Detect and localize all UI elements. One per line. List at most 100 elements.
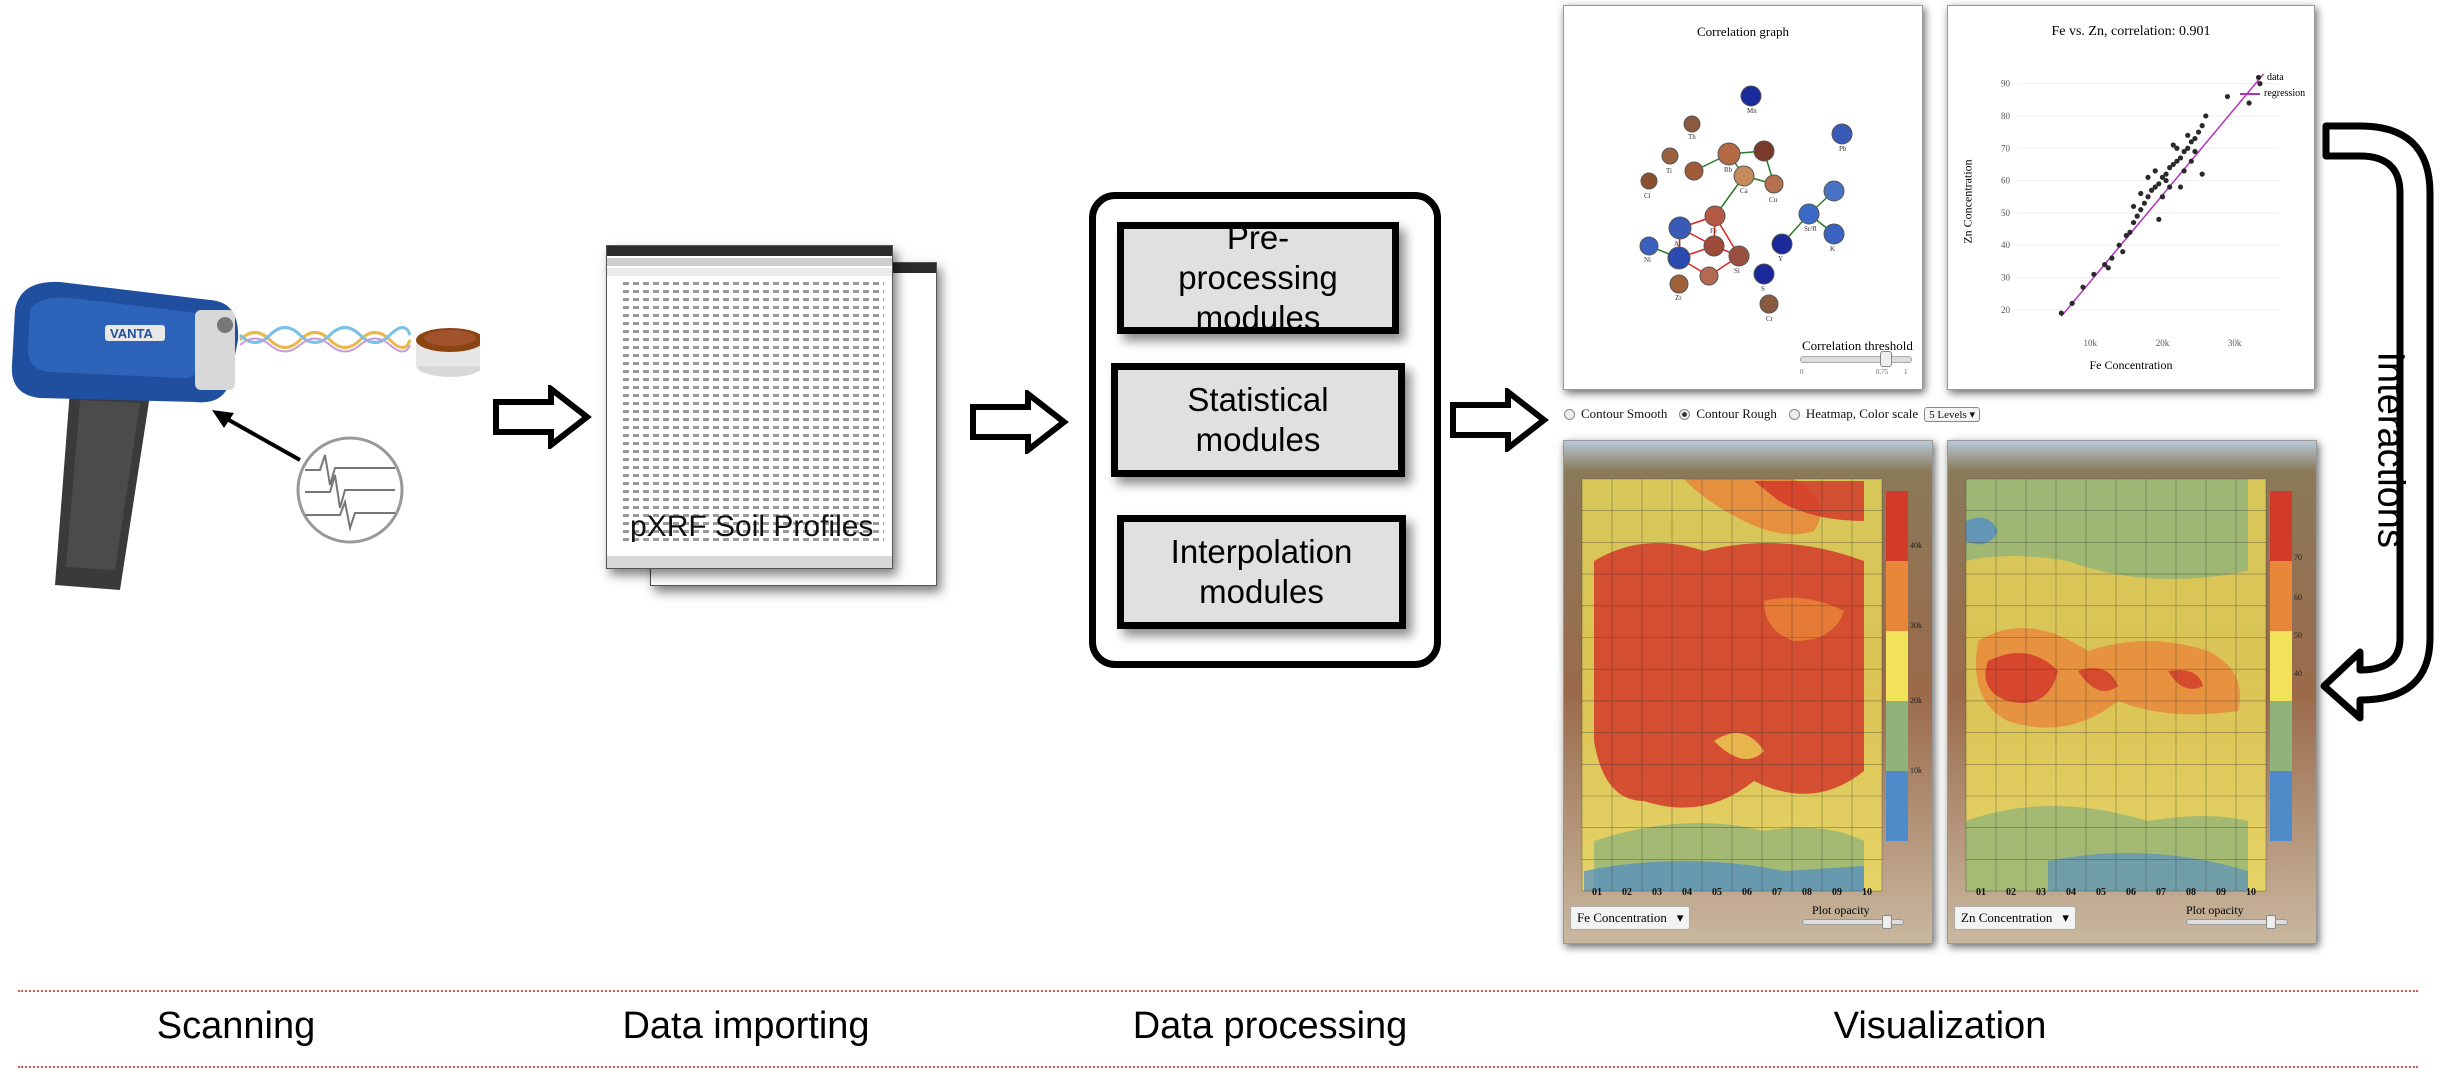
flow-arrow-icon bbox=[970, 390, 1069, 454]
svg-text:Cu: Cu bbox=[1769, 196, 1778, 204]
contour-smooth-radio[interactable] bbox=[1564, 408, 1575, 420]
statistical-label: Statistical modules bbox=[1187, 381, 1329, 458]
scatter-plot: 20 30 40 50 60 70 80 90 10k 20k 30k bbox=[2001, 73, 2278, 348]
data-point bbox=[2199, 171, 2205, 177]
zn-heatmap-panel: 70 60 50 40 01 02 03 04 05 06 07 08 09 10 Zn Conc… bbox=[1947, 440, 2317, 944]
heatmap-label[interactable]: Heatmap, Color scale bbox=[1805, 406, 1919, 421]
levels-select-value: 5 Levels bbox=[1929, 408, 1967, 421]
contour-rough-radio[interactable] bbox=[1679, 408, 1691, 420]
svg-text:Cr: Cr bbox=[1766, 315, 1774, 323]
data-point bbox=[2152, 184, 2158, 190]
column-label: 04 bbox=[2066, 887, 2076, 898]
fe-scale-label-2: 30k bbox=[1910, 621, 1922, 630]
statistical-module: Statistical modules bbox=[1111, 363, 1405, 477]
data-point bbox=[2167, 165, 2173, 171]
chevron-down-icon: ▾ bbox=[2062, 910, 2069, 925]
column-label: 08 bbox=[2186, 887, 2196, 898]
column-label: 02 bbox=[2006, 887, 2016, 898]
svg-text:K: K bbox=[1830, 245, 1835, 253]
top-divider bbox=[18, 990, 2418, 992]
data-point bbox=[2069, 300, 2075, 306]
fe-scale-label-3: 20k bbox=[1910, 696, 1922, 705]
data-point bbox=[2127, 229, 2133, 235]
pxrf-analyzer-icon: VANTA bbox=[11, 281, 480, 590]
svg-text:Th: Th bbox=[1688, 133, 1696, 141]
svg-text:Ca: Ca bbox=[1740, 187, 1749, 195]
svg-text:VANTA: VANTA bbox=[110, 326, 153, 341]
column-label: 02 bbox=[1622, 887, 1632, 898]
scatter-title: Fe vs. Zn, correlation: 0.901 bbox=[2051, 24, 2211, 39]
threshold-slider-handle[interactable] bbox=[1880, 351, 1892, 367]
threshold-max: 1 bbox=[1904, 368, 1908, 376]
flow-arrow-icon bbox=[493, 385, 592, 449]
fe-element-select[interactable]: Fe Concentration ▾ bbox=[1570, 906, 1691, 930]
data-point bbox=[2177, 155, 2184, 161]
data-point bbox=[2123, 232, 2129, 239]
fe-heatmap bbox=[1564, 441, 1932, 943]
data-point bbox=[2163, 177, 2169, 184]
spreadsheet-caption: pXRF Soil Profiles bbox=[630, 510, 874, 543]
data-point bbox=[2159, 194, 2166, 200]
column-label: 08 bbox=[1802, 887, 1812, 898]
data-point bbox=[2156, 216, 2162, 222]
svg-text:Ti: Ti bbox=[1666, 167, 1672, 175]
column-label: 03 bbox=[2036, 887, 2046, 898]
svg-text:Sr/R: Sr/R bbox=[1804, 225, 1817, 233]
data-point bbox=[2203, 113, 2209, 119]
zn-opacity-label: Plot opacity bbox=[2186, 903, 2244, 917]
threshold-value: 0.75 bbox=[1876, 368, 1889, 376]
svg-text:S: S bbox=[1761, 285, 1765, 293]
data-point bbox=[2120, 249, 2126, 255]
interpolation-label: Interpolation modules bbox=[1170, 533, 1353, 610]
data-point bbox=[2224, 93, 2231, 100]
data-point bbox=[2192, 135, 2198, 142]
svg-text:Al: Al bbox=[1674, 240, 1681, 248]
column-label: 05 bbox=[2096, 887, 2106, 898]
zn-opacity-slider[interactable] bbox=[2186, 919, 2288, 925]
data-point bbox=[2170, 161, 2176, 168]
fe-opacity-handle[interactable] bbox=[1882, 915, 1892, 929]
y-tick-label: 20 bbox=[2001, 305, 2011, 315]
threshold-slider[interactable] bbox=[1800, 356, 1912, 363]
data-point bbox=[2145, 194, 2151, 200]
column-label: 06 bbox=[2126, 887, 2136, 898]
data-point bbox=[2167, 184, 2173, 190]
fe-opacity-slider[interactable] bbox=[1802, 919, 1904, 925]
data-point bbox=[2246, 100, 2252, 106]
levels-select[interactable]: 5 Levels ▾ bbox=[1924, 406, 1980, 422]
contour-options: Contour Smooth Contour Rough Heatmap, Co… bbox=[1564, 406, 1980, 422]
column-label: 06 bbox=[1742, 887, 1752, 898]
interpolation-module: Interpolation modules bbox=[1117, 515, 1406, 629]
column-label: 10 bbox=[1862, 887, 1872, 898]
svg-text:Rb: Rb bbox=[1724, 166, 1733, 174]
data-point bbox=[2130, 219, 2137, 226]
fe-scale-label-1: 40k bbox=[1910, 541, 1922, 550]
fe-element-value: Fe Concentration bbox=[1577, 910, 1667, 925]
threshold-min: 0 bbox=[1800, 368, 1804, 376]
zn-element-select[interactable]: Zn Concentration ▾ bbox=[1954, 906, 2076, 930]
column-label: 09 bbox=[1832, 887, 1842, 898]
data-point bbox=[2185, 145, 2191, 151]
data-point bbox=[2109, 255, 2115, 261]
flow-arrow-icon bbox=[1450, 388, 1549, 452]
svg-text:Fe: Fe bbox=[1710, 227, 1717, 235]
data-point bbox=[2181, 148, 2187, 155]
contour-rough-label[interactable]: Contour Rough bbox=[1696, 406, 1777, 421]
data-point bbox=[2188, 139, 2194, 145]
contour-smooth-label[interactable]: Contour Smooth bbox=[1581, 406, 1668, 421]
data-point bbox=[2159, 174, 2166, 180]
zn-opacity-handle[interactable] bbox=[2266, 915, 2276, 929]
column-label: 01 bbox=[1976, 887, 1986, 898]
zn-column-labels: 01 02 03 04 05 06 07 08 09 10 bbox=[1966, 887, 2266, 898]
legend-data: data bbox=[2246, 72, 2284, 83]
heatmap-radio[interactable] bbox=[1788, 408, 1800, 420]
interactions-arrow-icon bbox=[2320, 122, 2434, 722]
data-point bbox=[2257, 81, 2263, 87]
column-label: 05 bbox=[1712, 887, 1722, 898]
column-label: 07 bbox=[1772, 887, 1782, 898]
scatter-xlabel: Fe Concentration bbox=[2089, 358, 2173, 372]
data-point bbox=[2149, 187, 2155, 193]
data-point bbox=[2181, 168, 2187, 174]
svg-text:Pb: Pb bbox=[1839, 145, 1847, 153]
bottom-divider bbox=[18, 1066, 2418, 1068]
